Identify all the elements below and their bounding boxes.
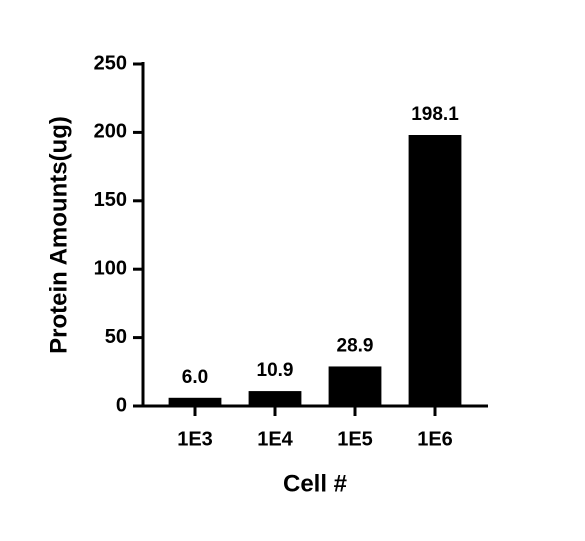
y-tick-label: 100 [94,257,127,279]
bar [328,366,382,406]
x-axis-title: Cell # [283,470,347,497]
y-tick-label: 250 [94,52,127,74]
value-label: 10.9 [257,360,294,381]
x-tick-label: 1E4 [257,428,293,450]
bar [248,391,302,406]
y-axis-title: Protein Amounts(ug) [45,116,72,354]
value-label: 28.9 [337,335,374,356]
y-tick-label: 150 [94,189,127,211]
value-label: 198.1 [411,104,459,125]
y-tick-label: 0 [116,394,127,416]
y-tick-label: 200 [94,121,127,143]
x-tick-label: 1E6 [417,428,453,450]
bar [408,134,462,406]
x-tick-label: 1E3 [177,428,213,450]
bar [168,397,222,406]
value-label: 6.0 [182,367,208,388]
y-tick-label: 50 [105,326,127,348]
x-tick-label: 1E5 [337,428,373,450]
